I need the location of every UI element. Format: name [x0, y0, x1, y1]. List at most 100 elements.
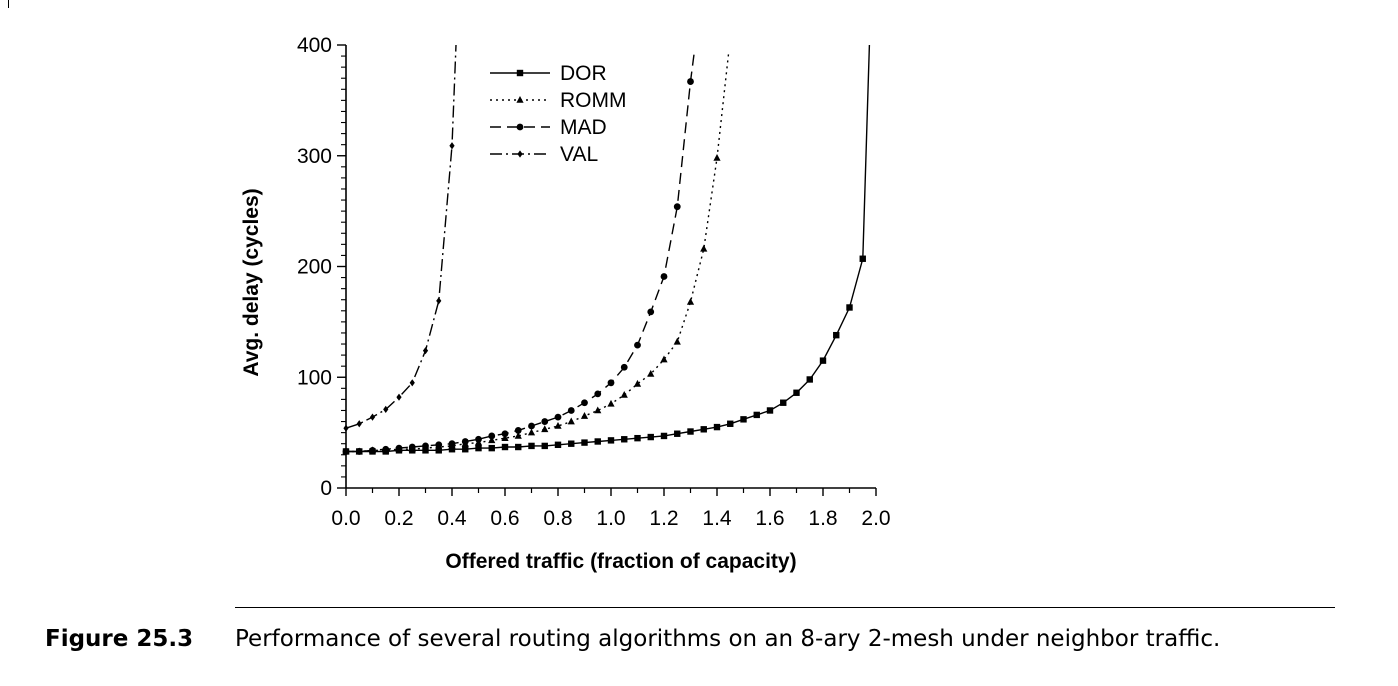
data-point-dor: [846, 304, 853, 311]
data-point-dor: [674, 430, 681, 437]
y-tick-label: 100: [297, 366, 332, 389]
delay-chart: 0.0 0.2 0.4 0.6 0.8 1.0 1.2 1.4 1.6 1.8 2.0 0 100 200…: [240, 34, 891, 573]
data-point-dor: [700, 426, 707, 433]
data-point-dor: [833, 331, 840, 339]
data-point-mad: [501, 430, 509, 438]
data-point-mad: [594, 390, 602, 398]
data-point-val: [449, 142, 455, 150]
data-point-romm: [554, 421, 562, 429]
data-point-mad: [634, 341, 641, 349]
data-point-mad: [461, 438, 469, 445]
series-line-romm: [346, 50, 730, 453]
data-point-val: [369, 413, 376, 421]
data-point-romm: [514, 431, 522, 439]
data-point-dor: [740, 416, 747, 423]
figure-caption-text: Performance of several routing algorithm…: [235, 626, 1221, 652]
data-point-dor: [806, 376, 813, 383]
data-point-mad: [514, 427, 522, 434]
series-line-val: [345, 44, 457, 429]
data-point-dor: [554, 441, 562, 449]
x-tick-label: 0.6: [490, 507, 519, 530]
data-point-romm: [501, 434, 509, 441]
x-axis-title: Offered traffic (fraction of capacity): [445, 550, 796, 573]
data-point-mad: [422, 442, 429, 450]
data-point-dor: [607, 437, 615, 444]
data-point-romm: [594, 406, 602, 414]
legend-marker-romm: [516, 96, 524, 103]
data-point-mad: [581, 399, 588, 407]
legend-label-val: VAL: [560, 143, 598, 166]
data-point-dor: [501, 443, 509, 451]
data-point-dor: [528, 442, 535, 450]
x-tick-label: 0.2: [384, 507, 413, 530]
data-point-romm: [620, 390, 628, 398]
data-point-dor: [462, 446, 469, 453]
data-point-mad: [448, 440, 456, 448]
data-point-mad: [620, 363, 628, 371]
data-point-romm: [686, 297, 695, 305]
data-point-dor: [515, 443, 522, 451]
x-tick-label: 1.0: [596, 507, 625, 530]
figure-caption: Figure 25.3 Performance of several routin…: [45, 626, 1220, 652]
x-tick-label: 1.2: [649, 507, 678, 530]
data-point-mad: [435, 441, 443, 449]
data-point-romm: [580, 412, 589, 419]
y-tick-label: 0: [320, 477, 332, 500]
data-point-val: [343, 424, 349, 432]
data-point-mad: [607, 379, 615, 387]
data-point-mad: [687, 78, 694, 85]
data-point-romm: [700, 244, 708, 252]
data-point-dor: [753, 411, 760, 419]
data-point-mad: [342, 448, 350, 455]
y-tick-label: 200: [297, 256, 332, 279]
legend-marker-dor: [516, 69, 524, 77]
legend-label-romm: ROMM: [560, 89, 627, 112]
y-axis-title: Avg. delay (cycles): [240, 188, 263, 376]
data-point-dor: [687, 428, 694, 435]
data-point-mad: [554, 413, 562, 421]
data-point-romm: [607, 399, 615, 407]
legend-marker-mad: [516, 123, 524, 131]
x-tick-label: 1.4: [702, 507, 732, 530]
x-tick-label: 0.8: [543, 507, 572, 530]
data-point-dor: [541, 442, 548, 450]
data-point-romm: [660, 355, 668, 363]
data-point-dor: [780, 399, 787, 406]
data-point-val: [436, 297, 442, 305]
data-point-romm: [633, 379, 642, 387]
data-point-mad: [567, 407, 575, 414]
page-corner-mark: [8, 0, 9, 8]
data-point-val: [422, 347, 429, 355]
legend-label-mad: MAD: [560, 116, 607, 139]
data-point-mad: [355, 448, 363, 455]
data-point-mad: [528, 422, 535, 430]
series-line-mad: [346, 50, 696, 453]
data-point-val: [409, 379, 415, 387]
data-point-romm: [567, 417, 575, 425]
data-point-dor: [819, 357, 827, 364]
caption-rule: [235, 607, 1335, 608]
x-tick-label: 0.4: [437, 507, 467, 530]
data-point-romm: [647, 369, 655, 377]
data-point-mad: [541, 418, 549, 425]
y-tick-label: 400: [297, 34, 332, 57]
x-tick-label: 0.0: [331, 507, 360, 530]
legend-label-dor: DOR: [560, 62, 607, 85]
data-point-romm: [673, 337, 681, 345]
data-point-dor: [435, 447, 442, 454]
x-tick-label: 2.0: [861, 507, 890, 530]
data-point-dor: [793, 389, 800, 396]
data-point-dor: [634, 434, 641, 442]
data-point-mad: [395, 444, 403, 452]
data-point-mad: [488, 432, 496, 440]
data-point-romm: [713, 153, 721, 161]
data-point-dor: [859, 255, 866, 262]
data-point-romm: [527, 428, 536, 436]
legend-marker-val: [517, 150, 523, 158]
figure-label: Figure 25.3: [45, 626, 194, 652]
data-point-val: [383, 405, 389, 413]
data-point-mad: [369, 446, 376, 454]
data-point-mad: [647, 308, 655, 316]
data-point-romm: [488, 436, 496, 444]
data-point-mad: [382, 445, 390, 453]
